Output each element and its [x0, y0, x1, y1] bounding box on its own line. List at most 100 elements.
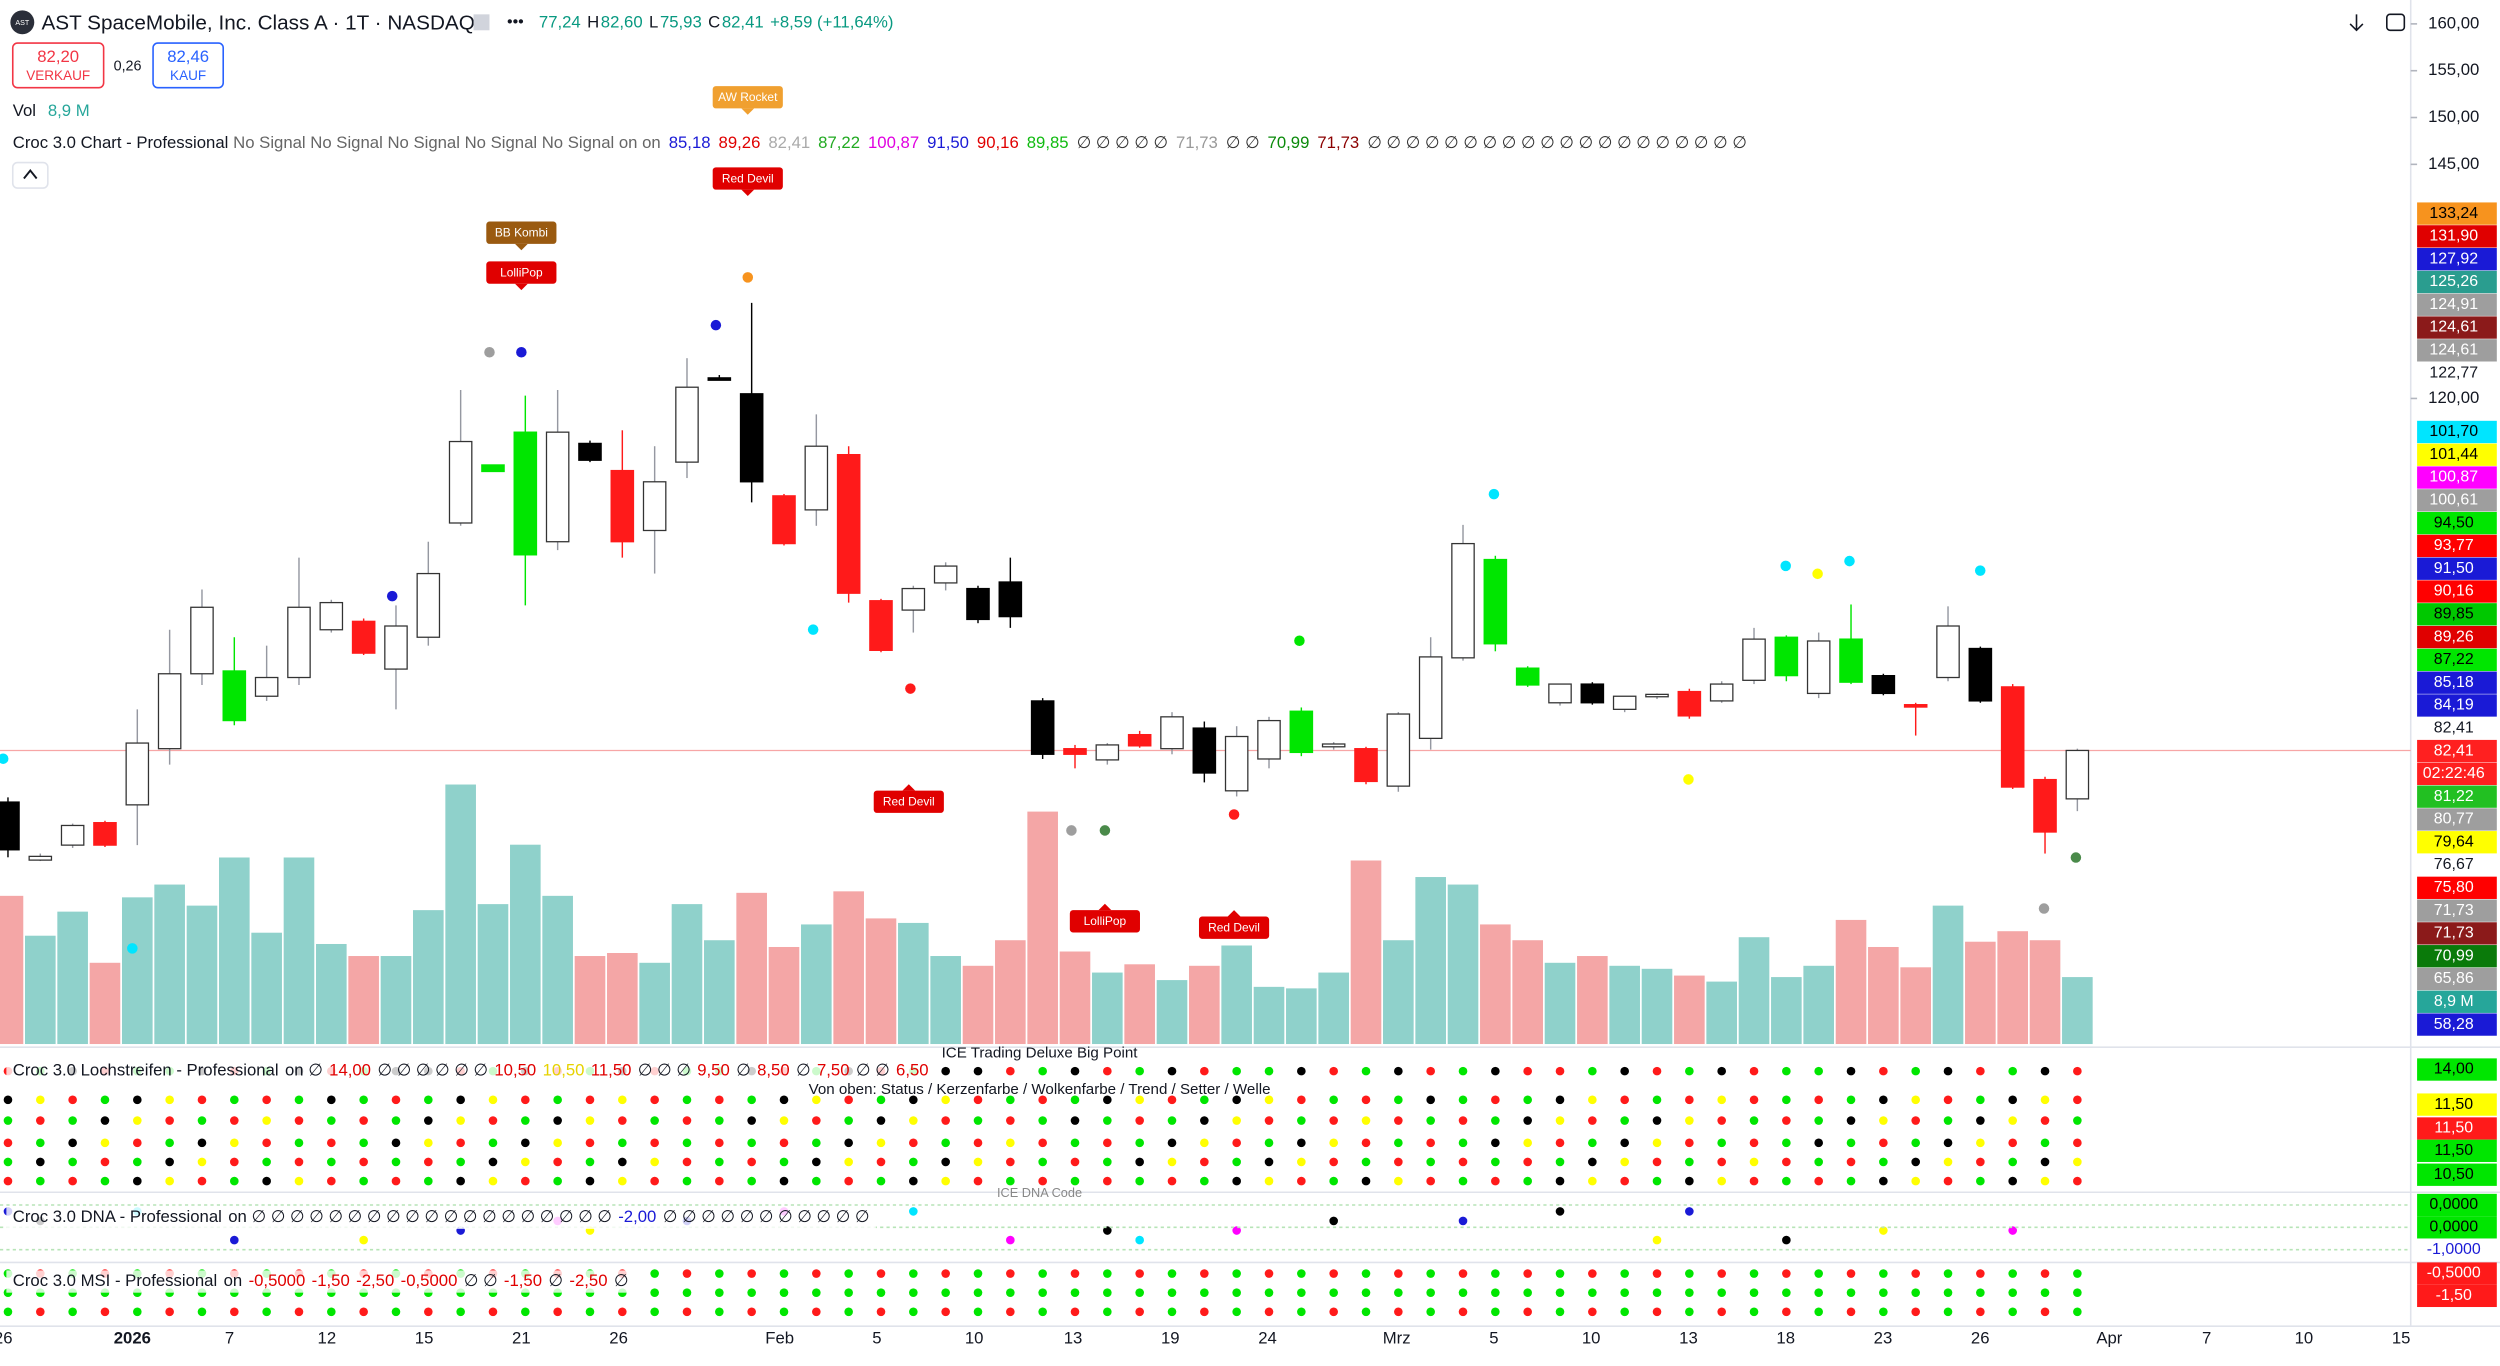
lochstreifen-dot: [1167, 1066, 1177, 1076]
candle-body: [222, 670, 247, 722]
price-badge-label: 94,50: [2434, 514, 2474, 531]
msi-dot: [1458, 1288, 1468, 1297]
lochstreifen-dot: [1458, 1157, 1468, 1167]
signal-dot: [1488, 488, 1500, 500]
signal-dot: [516, 346, 527, 358]
lochstreifen-dot: [1976, 1157, 1985, 1167]
lochstreifen-dot: [327, 1157, 336, 1167]
candle-body: [707, 377, 732, 381]
lochstreifen-dot: [1491, 1157, 1500, 1167]
lochstreifen-dot: [715, 1138, 724, 1148]
lochstreifen-dot: [1167, 1116, 1177, 1125]
lochstreifen-dot: [1232, 1116, 1241, 1125]
lochstreifen-dot: [1523, 1116, 1532, 1125]
msi-dot: [844, 1269, 853, 1278]
price-badge-label: 82,41: [2434, 742, 2474, 759]
lochstreifen-dot: [165, 1116, 174, 1125]
indicator-value: 82,41: [768, 133, 810, 152]
lochstreifen-dot: [1814, 1116, 1823, 1125]
lochstreifen-dot: [779, 1095, 789, 1105]
lochstreifen-dot: [3, 1157, 13, 1167]
layout-icon[interactable]: [2386, 13, 2406, 32]
msi-dot: [1846, 1307, 1856, 1317]
download-icon[interactable]: [2349, 14, 2364, 32]
lochstreifen-dot: [715, 1116, 724, 1125]
candle-body: [481, 464, 505, 473]
dna-dot: [2008, 1226, 2017, 1235]
msi-dot: [715, 1288, 724, 1297]
msi-dot: [1749, 1307, 1759, 1317]
ohlc-value: 82,41: [722, 13, 764, 32]
symbol-logo[interactable]: [10, 10, 35, 35]
lochstreifen-dot: [1555, 1116, 1565, 1125]
price-badge: [2417, 922, 2497, 945]
lochstreifen-dot: [1879, 1157, 1888, 1167]
lochstreifen-dot: [488, 1138, 498, 1148]
pane-legend: Von oben: Status / Kerzenfarbe / Wolkenf…: [809, 1081, 1271, 1098]
candle-body: [739, 393, 764, 483]
pane-value: ∅ ∅ ∅: [638, 1061, 691, 1080]
lochstreifen-dot: [2008, 1176, 2017, 1186]
x-axis-label: 23: [1874, 1328, 1893, 1347]
status-icon[interactable]: [473, 14, 490, 31]
lochstreifen-dot: [2073, 1066, 2082, 1076]
dna-dot: [1458, 1216, 1468, 1226]
msi-dot: [1491, 1269, 1500, 1278]
volume-bar: [671, 904, 703, 1045]
volume-bar: [1965, 941, 1996, 1045]
volume-bar: [1738, 937, 1770, 1045]
lochstreifen-dot: [3, 1138, 13, 1148]
msi-dot: [1361, 1307, 1371, 1317]
lochstreifen-dot: [1103, 1157, 1112, 1167]
volume-bar: [574, 956, 606, 1045]
lochstreifen-dot: [585, 1176, 595, 1186]
lochstreifen-dot: [941, 1157, 950, 1167]
lochstreifen-dot: [424, 1176, 433, 1186]
lochstreifen-dot: [1200, 1157, 1209, 1167]
lochstreifen-dot: [424, 1095, 433, 1105]
candle-body: [190, 606, 214, 675]
price-badge-label: 101,44: [2429, 446, 2478, 463]
lochstreifen-dot: [3, 1116, 13, 1125]
candle-body: [60, 824, 85, 846]
lochstreifen-dot: [1103, 1138, 1112, 1148]
candle-body: [1321, 743, 1346, 748]
lochstreifen-dot: [133, 1138, 142, 1148]
price-badge: [2417, 443, 2497, 466]
msi-dot: [1167, 1288, 1177, 1297]
lochstreifen-dot: [391, 1116, 401, 1125]
lochstreifen-dot: [521, 1176, 530, 1186]
signal-dot: [807, 624, 819, 635]
lochstreifen-dot: [1814, 1138, 1823, 1148]
lochstreifen-dot: [1297, 1157, 1306, 1167]
msi-dot: [1361, 1288, 1371, 1297]
candle-body: [513, 431, 538, 556]
lochstreifen-dot: [585, 1138, 595, 1148]
msi-dot: [909, 1269, 918, 1278]
msi-dot: [1620, 1307, 1629, 1317]
volume-bar: [1577, 956, 1608, 1045]
collapse-button[interactable]: [11, 161, 49, 189]
buy-button[interactable]: [152, 42, 225, 89]
lochstreifen-dot: [1879, 1116, 1888, 1125]
lochstreifen-dot: [1167, 1157, 1177, 1167]
lochstreifen-dot: [844, 1095, 853, 1105]
price-badge-label: 133,24: [2429, 205, 2478, 222]
lochstreifen-dot: [197, 1095, 207, 1105]
price-badge: [2417, 785, 2497, 808]
price-badge-label: -1,50: [2436, 1287, 2472, 1304]
lochstreifen-dot: [262, 1095, 271, 1105]
candle-body: [998, 581, 1023, 618]
symbol-title[interactable]: AST SpaceMobile, Inc. Class A · 1T · NAS…: [41, 11, 474, 34]
more-menu[interactable]: •••: [507, 14, 524, 31]
msi-dot: [1426, 1288, 1435, 1297]
msi-dot: [682, 1307, 692, 1317]
lochstreifen-dot: [100, 1138, 110, 1148]
x-axis-label: 10: [1582, 1328, 1601, 1347]
indicator-value: ∅ ∅ ∅ ∅ ∅ ∅ ∅ ∅ ∅ ∅ ∅ ∅ ∅ ∅ ∅ ∅ ∅ ∅ ∅ ∅: [1367, 133, 1747, 152]
pane-value: 11,50: [591, 1061, 632, 1080]
price-badge: [2417, 1013, 2497, 1036]
msi-dot: [327, 1307, 336, 1317]
sell-button[interactable]: [11, 42, 105, 89]
sell-price: 82,20: [37, 47, 79, 66]
